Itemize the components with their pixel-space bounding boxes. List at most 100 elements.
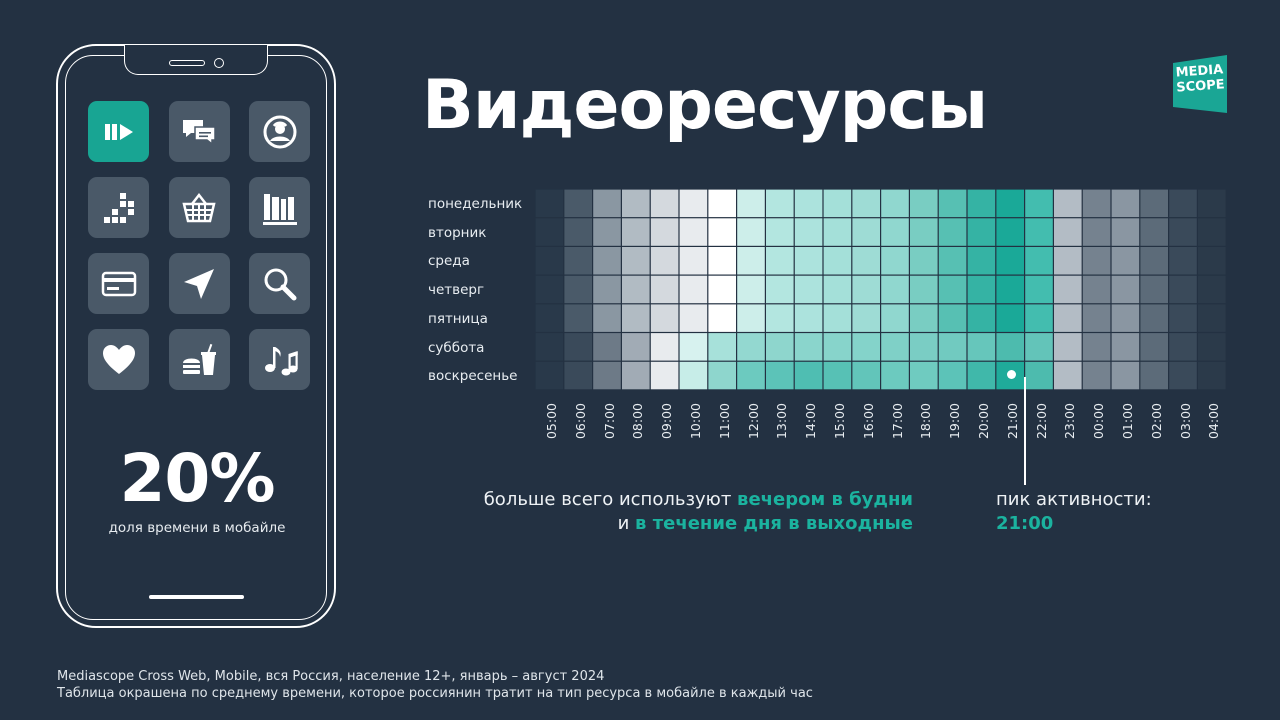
heatmap-cell bbox=[679, 333, 708, 361]
heatmap-column-label: 12:00 bbox=[745, 403, 761, 440]
search-magnifier-icon bbox=[249, 253, 310, 314]
heatmap-cell bbox=[852, 218, 880, 246]
heatmap-cell bbox=[881, 189, 909, 218]
heatmap-column-label: 11:00 bbox=[716, 403, 732, 440]
heatmap-cell bbox=[967, 189, 996, 218]
heatmap-column-label: 01:00 bbox=[1120, 403, 1135, 440]
heatmap-cell bbox=[766, 189, 794, 218]
heatmap-cell bbox=[967, 333, 996, 361]
phone-camera bbox=[214, 58, 224, 68]
heatmap-row-label: понедельник bbox=[428, 196, 523, 212]
peak-label: пик активности: bbox=[996, 489, 1152, 510]
heatmap-cell bbox=[1054, 247, 1082, 275]
heatmap-column-label: 03:00 bbox=[1177, 403, 1193, 440]
heatmap-cell bbox=[708, 361, 736, 390]
heatmap-column-label: 10:00 bbox=[688, 403, 703, 440]
heatmap-cell bbox=[622, 275, 650, 304]
heatmap-column-label: 02:00 bbox=[1148, 403, 1164, 440]
heatmap-cell bbox=[737, 247, 765, 275]
heatmap-cell bbox=[794, 218, 823, 246]
heatmap-cell bbox=[996, 304, 1024, 332]
heart-icon bbox=[88, 329, 149, 390]
heatmap-cell bbox=[1140, 218, 1168, 246]
heatmap-cell bbox=[1140, 247, 1168, 275]
heatmap-cell bbox=[766, 275, 794, 304]
heatmap-column-label: 23:00 bbox=[1062, 403, 1078, 440]
heatmap-cell bbox=[737, 189, 765, 218]
footnote-line-1: Mediascope Cross Web, Mobile, вся Россия… bbox=[57, 669, 605, 684]
heatmap-cell bbox=[881, 218, 909, 246]
heatmap-cell bbox=[823, 218, 852, 246]
heatmap-row-label: воскресенье bbox=[428, 368, 518, 385]
heatmap-cell bbox=[650, 218, 679, 246]
heatmap-cell bbox=[622, 189, 650, 218]
peak-marker bbox=[1007, 370, 1016, 379]
heatmap-cell bbox=[938, 361, 967, 390]
blocks-game-icon bbox=[88, 177, 149, 238]
heatmap-cell bbox=[1111, 275, 1140, 304]
heatmap-cell bbox=[823, 333, 852, 361]
heatmap-cell bbox=[1082, 361, 1111, 390]
music-notes-icon bbox=[249, 329, 310, 390]
insight-prefix: больше всего используют bbox=[483, 489, 738, 510]
heatmap-cell bbox=[1169, 189, 1197, 218]
heatmap-cell bbox=[996, 247, 1024, 275]
footnote-line-2: Таблица окрашена по среднему времени, ко… bbox=[57, 686, 813, 701]
insight-accent-weekday: вечером в будни bbox=[737, 489, 913, 510]
heatmap-column-label: 07:00 bbox=[601, 403, 617, 440]
heatmap-cell bbox=[881, 333, 909, 361]
heatmap-cell bbox=[593, 218, 621, 246]
heatmap-row-label: четверг bbox=[428, 282, 485, 299]
heatmap-cell bbox=[766, 333, 794, 361]
heatmap-cell bbox=[938, 218, 967, 246]
heatmap-cell bbox=[564, 333, 592, 361]
heatmap-cell bbox=[593, 333, 621, 361]
insight-accent-weekend: в течение дня в выходные bbox=[635, 513, 913, 534]
heatmap-cell bbox=[593, 304, 621, 332]
heatmap-cell bbox=[737, 361, 765, 390]
heatmap-cell bbox=[996, 189, 1024, 218]
heatmap-cell bbox=[852, 275, 880, 304]
heatmap-cell bbox=[1054, 304, 1082, 332]
heatmap-cell bbox=[1198, 218, 1226, 246]
heatmap-cell bbox=[708, 275, 736, 304]
heatmap-cell bbox=[1025, 218, 1053, 246]
heatmap-cell bbox=[1169, 333, 1197, 361]
heatmap-cell bbox=[1111, 189, 1140, 218]
heatmap-cell bbox=[1111, 247, 1140, 275]
heatmap-cell bbox=[1054, 361, 1082, 390]
heatmap-cell bbox=[766, 304, 794, 332]
heatmap-cell bbox=[1169, 361, 1197, 390]
heatmap-cell bbox=[737, 275, 765, 304]
heatmap-cell bbox=[1169, 218, 1197, 246]
heatmap-cell bbox=[823, 361, 852, 390]
heatmap-cell bbox=[1111, 333, 1140, 361]
heatmap-cell bbox=[535, 304, 564, 332]
heatmap-column-label: 17:00 bbox=[889, 403, 905, 440]
heatmap-cell bbox=[650, 189, 679, 218]
heatmap-column-label: 05:00 bbox=[544, 403, 559, 440]
heatmap-cell bbox=[794, 361, 823, 390]
heatmap-cell bbox=[766, 361, 794, 390]
heatmap-cell bbox=[1054, 275, 1082, 304]
heatmap-cell bbox=[1082, 247, 1111, 275]
heatmap-cell bbox=[535, 218, 564, 246]
heatmap-cell bbox=[1054, 333, 1082, 361]
heatmap-cell bbox=[1140, 275, 1168, 304]
heatmap-column-label: 22:00 bbox=[1033, 403, 1049, 440]
heatmap-cell bbox=[1054, 218, 1082, 246]
heatmap-cell bbox=[852, 304, 880, 332]
heatmap-column-label: 19:00 bbox=[947, 403, 963, 440]
heatmap-cell bbox=[679, 189, 708, 218]
heatmap-cell bbox=[1025, 247, 1053, 275]
heatmap-cell bbox=[535, 247, 564, 275]
heatmap-cell bbox=[622, 361, 650, 390]
heatmap-cell bbox=[1111, 218, 1140, 246]
heatmap-column-label: 15:00 bbox=[832, 403, 847, 440]
share-caption: доля времени в мобайле bbox=[108, 520, 286, 536]
heatmap-cell bbox=[1111, 361, 1140, 390]
heatmap-cell bbox=[967, 275, 996, 304]
heatmap-cell bbox=[938, 247, 967, 275]
heatmap-cell bbox=[1025, 361, 1053, 390]
heatmap-cell bbox=[708, 189, 736, 218]
